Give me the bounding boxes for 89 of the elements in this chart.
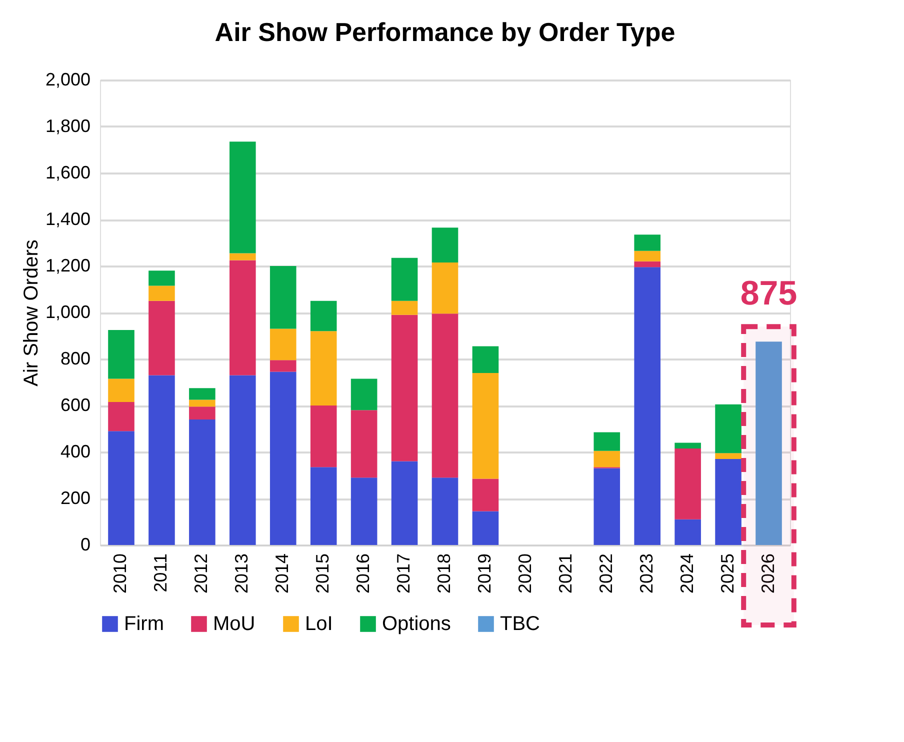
x-tick-label: 2013 [232,554,252,594]
x-tick-label: 2021 [555,554,576,594]
bar [391,314,418,462]
chart-title: Air Show Performance by Order Type [214,17,676,47]
x-tick-label: 2024 [676,554,697,594]
y-tick-label: 0 [80,534,90,554]
bar [189,419,216,545]
bar [350,410,378,478]
legend-label: Options [382,613,451,635]
bar [230,142,256,254]
x-tick-label: 2016 [353,554,374,594]
bar [108,378,134,402]
x-tick-label: 2025 [717,554,738,594]
y-tick-label: 600 [60,395,90,415]
bar [472,372,499,479]
bar [230,375,256,545]
legend-label: MoU [213,613,256,635]
bar [391,461,418,545]
bar [310,300,337,332]
bar [674,442,701,449]
bar [189,406,216,420]
x-tick-label: 2015 [312,554,333,594]
bar [189,388,216,400]
bar [391,258,418,301]
bar [715,453,742,459]
bar [148,286,175,301]
x-tick-label: 2010 [110,554,130,594]
bar [432,228,458,263]
bar [148,375,175,545]
x-tick-label: 2014 [272,554,292,594]
x-tick-label: 2011 [150,554,171,592]
bar [270,360,296,372]
bar [594,450,620,468]
bar [148,270,175,286]
bar [432,478,458,545]
y-tick-label: 1,000 [45,302,90,322]
y-tick-label: 400 [60,442,90,462]
x-tick-label: 2012 [191,554,212,594]
bar [472,478,499,512]
bar [634,267,660,545]
bar [270,266,296,329]
bar [108,402,134,432]
y-axis-title: Air Show Orders [20,240,42,386]
bar [432,262,458,314]
y-tick-label: 1,400 [45,209,90,229]
bar [350,378,378,410]
y-tick-label: 1,800 [45,116,90,136]
bar [270,328,296,360]
y-tick-label: 200 [60,488,90,508]
legend-label: Firm [124,613,164,635]
x-tick-label: 2026 [758,554,778,594]
bar [350,478,378,545]
x-tick-label: 2019 [474,554,494,594]
bar [472,511,499,545]
y-tick-label: 1,600 [45,162,90,182]
x-tick-label: 2022 [596,554,616,594]
bar [756,342,782,545]
bar [230,253,256,260]
bar [310,467,337,545]
bar [432,314,458,478]
y-tick-label: 2,000 [45,70,90,90]
bar [715,404,742,454]
data-label: 875 [740,274,798,313]
x-tick-label: 2017 [394,554,414,594]
bar [634,250,660,262]
y-tick-label: 1,200 [45,256,90,276]
bar [230,260,256,376]
bar [674,519,701,545]
bar [148,300,175,376]
bar [189,400,216,407]
bar [270,372,296,545]
bar [715,458,742,545]
bar [108,330,134,379]
bar [634,261,660,268]
y-tick-label: 800 [60,348,90,368]
bar [472,346,499,373]
bar [594,468,620,545]
x-tick-label: 2018 [434,554,454,594]
x-tick-label: 2023 [636,554,656,594]
bar [391,300,418,315]
bar [310,406,337,468]
bar [674,448,701,520]
bar [634,234,660,251]
bar [594,432,620,451]
bar [310,331,337,406]
x-tick-label: 2020 [514,554,535,594]
legend-label: LoI [305,613,333,635]
legend-label: TBC [500,613,540,635]
bar [108,431,134,545]
